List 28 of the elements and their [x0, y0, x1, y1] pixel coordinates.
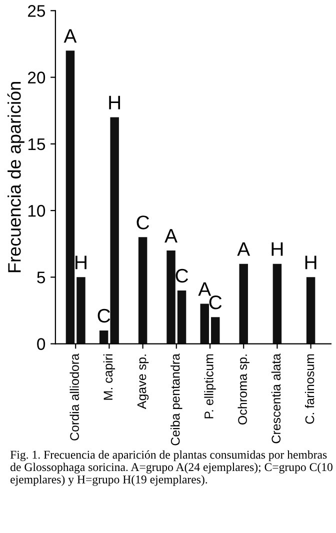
y-tick-label: 25	[28, 5, 46, 17]
series-label: C	[98, 308, 110, 323]
text: H	[305, 256, 316, 270]
y-tick-label: 0	[37, 338, 46, 350]
x-tick-label: Agave sp.	[137, 354, 149, 410]
text: A	[164, 229, 178, 242]
y-tick-label: 15	[28, 138, 46, 150]
series-label: H	[272, 242, 283, 256]
x-tick-label: Ochroma sp.	[238, 354, 250, 424]
y-tick-label: 20	[28, 72, 46, 84]
y-axis-title: Frecuencia de aparición	[7, 82, 24, 272]
y-tick-label: 5	[37, 272, 46, 284]
text: C	[136, 216, 150, 230]
x-tick-label: M. capiri	[103, 354, 116, 400]
text: H	[76, 256, 86, 270]
series-label: A	[237, 242, 250, 256]
text: C	[176, 268, 188, 283]
x-tick-label: P. ellipticum	[204, 354, 216, 418]
text: H	[109, 96, 120, 110]
text: A	[64, 29, 77, 43]
text: C	[209, 296, 222, 310]
x-tick-label: Crescentia alata	[271, 354, 281, 444]
x-tick-label: Ceiba pentandra	[170, 354, 182, 446]
caption: Fig. 1. Frecuencia de aparición de plantas consumidas por hembras de Glossophaga soricina. A=grupo A(24 ejemplares); C=grupo C(10 ejemplares) y H=grupo H(19 ejemplares).	[10, 450, 332, 486]
text: A	[198, 282, 212, 296]
y-tick-label: 10	[28, 204, 46, 217]
x-tick-label: C. farinosum	[304, 354, 314, 424]
x-tick-label: Cordia alliodora	[70, 354, 79, 440]
